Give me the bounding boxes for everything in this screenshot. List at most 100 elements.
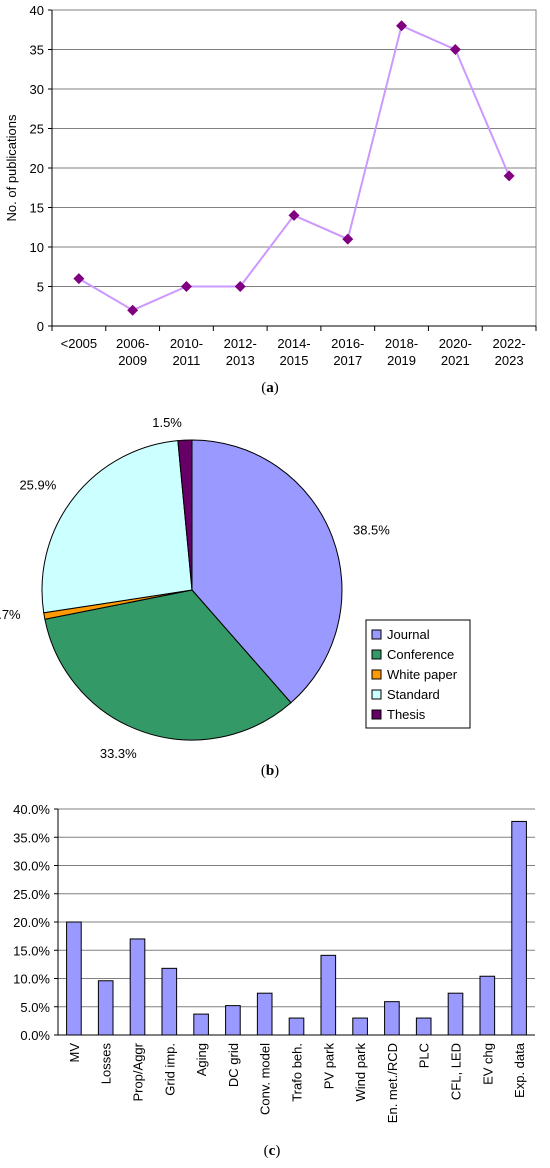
b-legend-swatch <box>371 709 382 720</box>
a-x-tick-label: 2006-2009 <box>116 336 149 368</box>
b-legend-swatch <box>371 689 382 700</box>
c-x-tick-label: Exp. data <box>512 1042 527 1098</box>
a-data-marker <box>127 304 139 316</box>
c-x-tick-label: Trafo beh. <box>290 1043 305 1102</box>
c-bar <box>320 954 337 1036</box>
a-data-marker <box>234 281 246 292</box>
a-x-tick-label: <2005 <box>61 336 98 351</box>
b-percent-labels: 38.5% 33.3% 0.7% 25.9% 1.5% <box>0 415 390 761</box>
c-bar <box>288 1017 305 1036</box>
a-x-tick-label: 2014-2015 <box>277 336 310 368</box>
b-legend-label: Conference <box>387 647 454 662</box>
c-y-tick-label: 40.0% <box>13 802 50 817</box>
a-markers <box>73 20 515 316</box>
a-y-tick-label: 5 <box>37 280 44 295</box>
c-bar <box>352 1017 368 1036</box>
c-bar <box>193 1013 209 1036</box>
a-y-tick-label: 40 <box>30 3 44 18</box>
b-pie-slice <box>44 589 292 741</box>
a-y-tick-label: 15 <box>30 201 44 216</box>
c-x-tick-label: PLC <box>417 1043 432 1068</box>
b-percent-label: 25.9% <box>19 477 56 492</box>
c-y-tick-label: 25.0% <box>13 887 50 902</box>
b-legend-label: White paper <box>387 667 458 682</box>
c-y-tick-label: 5.0% <box>20 1000 50 1015</box>
a-y-tick-label: 10 <box>30 240 44 255</box>
b-legend-swatch <box>371 669 382 680</box>
a-data-marker <box>73 273 85 285</box>
c-bar <box>225 1005 241 1036</box>
b-legend-box <box>365 619 471 729</box>
c-x-tick-label: Conv. model <box>258 1043 273 1115</box>
c-x-tick-label: Grid imp. <box>162 1043 177 1096</box>
a-y-tick-label: 25 <box>30 122 44 137</box>
a-x-tick-labels: <2005 2006-2009 2010-2011 2012-2013 2014-201… <box>61 336 526 368</box>
c-y-tick-label: 20.0% <box>13 915 50 930</box>
c-bar <box>384 1001 400 1036</box>
publications-line-chart: 0 5 10 15 20 25 30 35 40 <2005 2006-2009 2010-2011… <box>4 3 537 396</box>
a-x-tick-label: 2010-2011 <box>170 336 203 368</box>
c-bar <box>415 1017 432 1036</box>
c-bar <box>511 820 527 1036</box>
c-x-tick-label: Wind park <box>353 1043 368 1102</box>
c-y-tick-label: 35.0% <box>13 830 50 845</box>
a-data-marker <box>342 233 354 245</box>
panel-a-caption: (a) <box>261 380 279 396</box>
c-x-tick-label: EV chg <box>480 1043 495 1085</box>
c-bar <box>256 992 273 1036</box>
b-pie-slice <box>177 439 193 591</box>
c-y-tick-label: 10.0% <box>13 972 50 987</box>
a-y-tick-label: 20 <box>30 161 44 176</box>
b-legend-label: Thesis <box>387 707 426 722</box>
panel-b-caption: (b) <box>261 763 279 779</box>
b-pie-slice <box>41 440 193 614</box>
c-x-tick-label: MV <box>67 1043 82 1063</box>
a-x-tick-label: 2012-2013 <box>224 336 257 368</box>
panel-c-caption: (c) <box>264 1143 281 1159</box>
a-gridlines <box>52 9 536 287</box>
b-pie-slice <box>191 439 343 704</box>
c-y-tick-labels: 0.0% 5.0% 10.0% 15.0% 20.0% 25.0% 30.0% 35.0% 40… <box>13 802 50 1043</box>
b-legend-label: Journal <box>387 627 430 642</box>
b-legend: Journal Conference White paper Standard Thes… <box>365 619 471 729</box>
c-bar <box>97 980 114 1036</box>
a-data-marker <box>449 44 461 55</box>
b-pie-slices <box>41 439 343 741</box>
a-x-tick-label: 2020-2021 <box>439 336 472 368</box>
c-x-tick-label: Losses <box>99 1043 114 1085</box>
b-legend-swatch <box>371 629 382 640</box>
c-x-tick-label: Prop/Aggr <box>131 1042 146 1101</box>
a-x-tick-label: 2016-2017 <box>331 336 364 368</box>
a-y-axis-label: No. of publications <box>4 114 19 221</box>
c-gridlines <box>58 808 535 1008</box>
c-bar <box>66 921 82 1036</box>
c-bars <box>66 820 527 1036</box>
a-axes <box>48 9 537 331</box>
c-x-tick-label: PV park <box>321 1043 336 1090</box>
a-data-marker <box>180 281 192 292</box>
c-y-tick-label: 0.0% <box>20 1028 50 1043</box>
a-y-tick-labels: 0 5 10 15 20 25 30 35 40 <box>30 3 44 334</box>
b-legend-label: Standard <box>387 687 440 702</box>
publication-type-pie-chart: 38.5% 33.3% 0.7% 25.9% 1.5% Journal Conferenc… <box>0 415 471 779</box>
b-percent-label: 1.5% <box>152 415 182 430</box>
c-x-tick-label: CFL, LED <box>449 1043 464 1100</box>
c-y-tick-label: 30.0% <box>13 859 50 874</box>
c-bar <box>129 938 146 1036</box>
a-x-tick-label: 2018-2019 <box>385 336 418 368</box>
topic-bar-chart: 0.0% 5.0% 10.0% 15.0% 20.0% 25.0% 30.0% 35.0% 40… <box>13 802 535 1159</box>
b-percent-label: 38.5% <box>353 522 390 537</box>
b-percent-label: 0.7% <box>0 607 21 622</box>
a-y-tick-label: 0 <box>37 319 44 334</box>
c-x-tick-label: Aging <box>194 1043 209 1076</box>
a-y-tick-label: 30 <box>30 82 44 97</box>
c-bar <box>479 975 496 1036</box>
c-y-tick-label: 15.0% <box>13 943 50 958</box>
c-bar <box>161 967 178 1036</box>
a-x-tick-label: 2022-2023 <box>492 336 525 368</box>
a-y-tick-label: 35 <box>30 43 44 58</box>
b-percent-label: 33.3% <box>100 746 137 761</box>
b-legend-swatch <box>371 649 382 660</box>
c-bar <box>447 992 464 1036</box>
c-x-tick-label: DC grid <box>226 1043 241 1087</box>
